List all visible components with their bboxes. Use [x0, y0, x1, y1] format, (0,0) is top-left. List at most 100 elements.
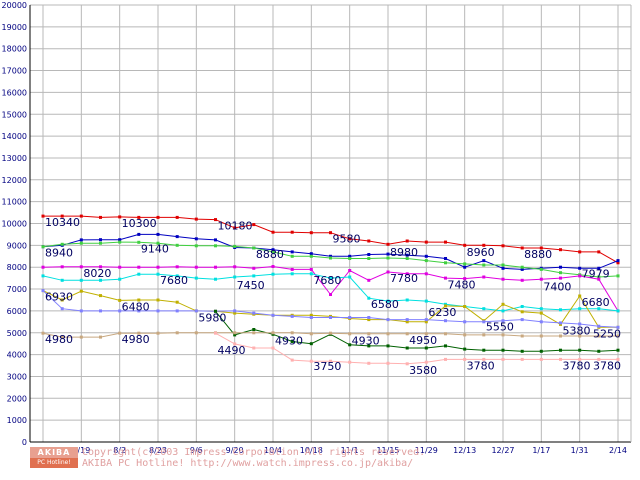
data-label: 6480: [122, 300, 150, 313]
data-label: 6230: [428, 306, 456, 319]
data-point: [137, 215, 141, 219]
data-point: [252, 246, 256, 250]
data-point: [405, 257, 409, 260]
data-point: [463, 357, 467, 361]
data-point: [501, 263, 505, 267]
data-point: [578, 322, 582, 326]
data-point: [290, 331, 294, 335]
data-point: [578, 274, 582, 278]
data-label: 4980: [122, 333, 150, 346]
data-point: [60, 278, 64, 282]
data-point: [156, 331, 160, 335]
data-point: [501, 319, 505, 323]
data-point: [559, 321, 562, 325]
data-point: [233, 342, 237, 346]
data-point: [367, 318, 371, 322]
data-point: [559, 348, 562, 352]
data-label: 3580: [409, 364, 437, 377]
data-point: [482, 275, 486, 279]
data-point: [99, 238, 102, 242]
data-point: [424, 299, 428, 303]
data-point: [444, 319, 447, 323]
data-point: [367, 332, 371, 336]
data-point: [405, 272, 409, 276]
data-point: [578, 266, 582, 270]
data-point: [41, 274, 45, 278]
data-point: [597, 250, 601, 254]
data-point: [329, 254, 332, 258]
data-point: [348, 316, 352, 319]
data-point: [214, 244, 217, 248]
data-point: [214, 331, 217, 335]
data-point: [597, 324, 601, 328]
data-point: [482, 259, 486, 263]
data-point: [501, 333, 505, 337]
series-8: [41, 331, 620, 339]
data-point: [329, 359, 332, 363]
data-point: [424, 240, 428, 244]
data-point: [578, 348, 582, 352]
data-point: [559, 308, 562, 312]
data-point: [329, 293, 332, 296]
data-point: [444, 257, 447, 260]
data-label: 8880: [524, 248, 552, 261]
data-point: [348, 237, 352, 241]
data-point: [520, 334, 524, 338]
x-tick-label: 1/31: [571, 446, 589, 455]
data-point: [175, 309, 179, 313]
y-tick-label: 11000: [2, 198, 27, 207]
data-label: 8880: [256, 248, 284, 261]
series-7: [214, 309, 620, 353]
data-point: [175, 274, 179, 278]
data-point: [482, 320, 486, 324]
data-point: [386, 344, 390, 348]
data-point: [367, 257, 371, 260]
data-label: 7680: [160, 274, 188, 287]
data-point: [271, 265, 275, 268]
data-point: [616, 261, 620, 265]
data-point: [597, 277, 601, 281]
data-point: [137, 309, 141, 313]
data-point: [559, 248, 562, 252]
data-point: [118, 265, 122, 269]
data-point: [559, 276, 562, 280]
data-point: [309, 272, 313, 276]
data-point: [137, 240, 141, 244]
data-label: 10180: [218, 220, 253, 233]
y-tick-label: 1000: [7, 416, 27, 425]
data-point: [175, 300, 179, 304]
data-point: [79, 289, 83, 293]
y-tick-label: 8000: [7, 263, 27, 272]
data-point: [616, 259, 620, 263]
data-point: [175, 331, 179, 335]
data-point: [597, 266, 601, 270]
data-point: [463, 277, 467, 281]
data-point: [309, 252, 313, 256]
data-point: [194, 331, 198, 335]
data-point: [233, 311, 237, 315]
data-point: [348, 275, 352, 279]
data-point: [290, 358, 294, 362]
data-point: [309, 359, 313, 363]
series-line: [215, 332, 618, 365]
data-point: [118, 298, 122, 302]
data-label: 4490: [218, 344, 246, 357]
data-point: [214, 277, 217, 281]
data-point: [156, 215, 160, 219]
data-point: [175, 265, 179, 269]
data-point: [424, 272, 428, 276]
data-label: 4980: [45, 333, 73, 346]
data-point: [367, 316, 371, 319]
data-point: [367, 239, 371, 243]
data-point: [520, 278, 524, 282]
data-point: [329, 256, 332, 260]
data-point: [463, 320, 467, 324]
data-point: [559, 357, 562, 361]
data-point: [463, 347, 467, 351]
data-label: 10340: [45, 216, 80, 229]
data-point: [79, 309, 83, 313]
data-point: [309, 254, 313, 258]
data-point: [444, 344, 447, 348]
grid-layer: [30, 4, 631, 443]
